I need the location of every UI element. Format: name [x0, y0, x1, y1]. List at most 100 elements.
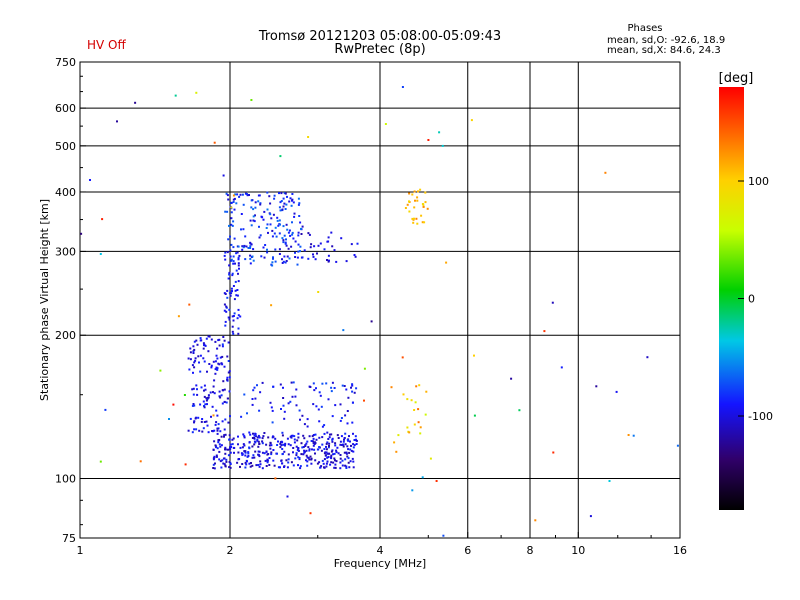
y-tick-label: 200 [55, 329, 76, 342]
echo-point [278, 219, 281, 222]
echo-point [419, 188, 422, 191]
echo-point [283, 255, 286, 258]
echo-point [214, 444, 217, 447]
echo-point [330, 461, 333, 464]
echo-point [218, 390, 221, 393]
echo-point [238, 267, 240, 270]
echo-point [438, 131, 441, 134]
x-tick-label: 2 [227, 544, 234, 557]
echo-point [401, 356, 404, 359]
echo-point [168, 418, 170, 420]
echo-point [261, 467, 264, 470]
echo-point [207, 396, 210, 399]
echo-point [253, 434, 256, 437]
echo-point [342, 443, 345, 446]
echo-point [259, 203, 262, 206]
echo-point [257, 200, 260, 203]
echo-point [259, 460, 262, 463]
echo-point [224, 324, 227, 327]
echo-point [415, 385, 418, 388]
echo-point [247, 247, 250, 249]
echo-point [280, 200, 283, 202]
echo-point [223, 434, 226, 437]
echo-point [312, 253, 314, 256]
echo-point [410, 399, 413, 402]
echo-point [235, 269, 238, 272]
echo-point [233, 298, 236, 301]
echo-point [294, 251, 296, 254]
echo-point [231, 325, 234, 328]
echo-point [269, 441, 272, 444]
echo-point [263, 256, 266, 259]
echo-point [234, 289, 237, 292]
echo-point [300, 442, 303, 445]
echo-point [256, 436, 259, 439]
echo-point [250, 199, 253, 202]
echo-point [314, 441, 316, 444]
echo-point [341, 384, 344, 387]
echo-point [272, 459, 275, 462]
echo-point [229, 463, 232, 465]
echo-point [230, 292, 233, 295]
echo-point [270, 444, 273, 447]
echo-point [309, 246, 312, 249]
echo-point [414, 401, 417, 404]
echo-point [227, 277, 230, 280]
echo-point [236, 461, 239, 464]
echo-point [518, 409, 521, 412]
echo-point [237, 308, 240, 311]
echo-point [415, 217, 418, 220]
echo-point [249, 241, 252, 244]
echo-point [330, 386, 333, 389]
echo-point [318, 436, 321, 439]
echo-point [291, 231, 294, 234]
echo-point [348, 451, 351, 454]
echo-point [225, 460, 228, 463]
echo-point [271, 229, 274, 232]
echo-point [310, 243, 313, 246]
echo-point [322, 462, 325, 465]
echo-point [411, 193, 414, 196]
echo-point [307, 136, 310, 138]
echo-point [212, 458, 215, 461]
echo-point [288, 257, 291, 260]
echo-point [249, 247, 252, 249]
echo-point [303, 423, 306, 426]
echo-point [289, 234, 292, 237]
echo-point [325, 448, 328, 451]
echo-point [402, 393, 405, 396]
echo-point [334, 459, 336, 462]
echo-point [172, 403, 175, 406]
echo-point [249, 465, 252, 468]
echo-point [237, 327, 240, 330]
echo-point [352, 466, 355, 469]
echo-point [307, 257, 310, 260]
echo-point [334, 442, 337, 445]
echo-point [418, 384, 421, 387]
echo-point [306, 456, 309, 459]
echo-point [239, 315, 242, 318]
echo-point [237, 280, 240, 283]
echo-point [406, 398, 409, 401]
echo-point [251, 456, 254, 459]
echo-point [336, 434, 339, 437]
echo-point [216, 432, 219, 435]
echo-point [212, 385, 215, 388]
echo-point [221, 459, 224, 462]
echo-point [352, 460, 355, 463]
echo-point [297, 432, 300, 435]
echo-point [230, 201, 233, 204]
y-tick-label: 400 [55, 186, 76, 199]
echo-point [352, 432, 354, 435]
echo-point [193, 361, 196, 364]
echo-point [424, 191, 427, 194]
echo-point [337, 437, 340, 439]
echo-point [331, 381, 334, 384]
echo-point [253, 386, 256, 389]
echo-point [355, 439, 358, 442]
echo-point [216, 414, 219, 417]
echo-point [305, 442, 308, 445]
echo-point [347, 461, 350, 464]
echo-point [238, 195, 241, 198]
